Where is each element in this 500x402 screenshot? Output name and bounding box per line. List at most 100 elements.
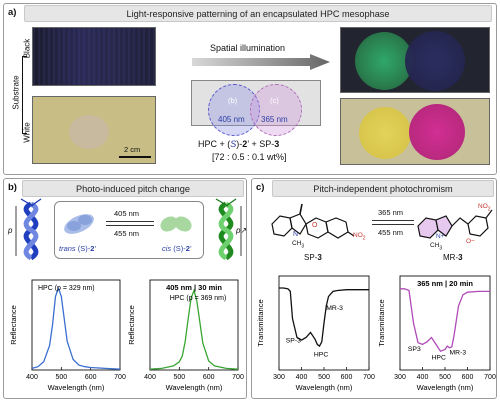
- x-tick-label: 600: [85, 374, 97, 381]
- x-tick-label: 500: [173, 374, 185, 381]
- nm-455-b: 455 nm: [114, 229, 140, 238]
- x-tick-label: 300: [394, 374, 406, 381]
- x-tick-label: 400: [417, 374, 429, 381]
- green-helix-icon: [215, 198, 242, 261]
- curve-label: MR-3: [450, 350, 467, 357]
- curve-label: SP-3: [286, 338, 301, 345]
- nm-405-label: 405 nm: [218, 115, 245, 124]
- panel-a-label: a): [8, 7, 17, 18]
- x-axis-label: Wavelength (nm): [166, 383, 223, 392]
- series-line: [400, 288, 490, 352]
- circle-c: [250, 84, 302, 136]
- x-axis-label: Wavelength (nm): [417, 383, 474, 392]
- sp3-no2: NO2: [353, 232, 366, 242]
- x-tick-label: 500: [439, 374, 451, 381]
- white-label: White: [22, 122, 32, 143]
- y-axis-label: Transmittance: [377, 299, 386, 346]
- mr3-structure-icon: [417, 209, 493, 239]
- panel-b-label: b): [8, 182, 17, 193]
- pitch-label-left: p: [8, 226, 13, 235]
- x-tick-label: 700: [363, 374, 375, 381]
- panel-c: [251, 178, 497, 399]
- curve-label: HPC: [314, 351, 328, 358]
- plot-frame: [31, 279, 121, 371]
- black-substrate-photo: [32, 27, 156, 86]
- black-label: Black: [22, 38, 32, 59]
- chart-annotation: HPC (p = 369 nm): [170, 295, 227, 302]
- series-line: [279, 287, 369, 348]
- panel-a-title: Light-responsive patterning of an encaps…: [24, 5, 492, 22]
- x-tick-label: 400: [144, 374, 156, 381]
- curve-label: SP3: [408, 346, 421, 353]
- sp3-label: SP-3: [304, 253, 322, 262]
- panel-b-title: Photo-induced pitch change: [22, 180, 244, 197]
- sp3-o-atom: O: [312, 222, 318, 229]
- mr3-no2: NO2: [478, 203, 491, 213]
- sp3-n-atom: N: [293, 231, 299, 238]
- panel-c-title: Pitch-independent photochromism: [272, 180, 494, 197]
- y-axis-label: Reflectance: [127, 305, 136, 345]
- chart-title: 365 nm | 20 min: [417, 279, 473, 288]
- mr3-nplus: N+: [436, 233, 445, 240]
- y-axis-label: Reflectance: [9, 305, 18, 345]
- illumination-label: Spatial illumination: [210, 43, 286, 53]
- x-tick-label: 400: [296, 374, 308, 381]
- y-axis-label: Transmittance: [256, 299, 265, 346]
- pitch-label-right: p↗: [236, 226, 248, 235]
- substrate-label: Substrate: [11, 75, 21, 110]
- x-tick-label: 500: [55, 374, 67, 381]
- switch-box: [54, 201, 204, 259]
- composition-formula: HPC + (S)-2’ + SP-3: [198, 139, 280, 149]
- arrow-forward-c-icon: [372, 220, 414, 221]
- x-tick-label: 400: [26, 374, 38, 381]
- curve-label: MR-3: [326, 305, 343, 312]
- substrate-bracket: [22, 56, 27, 134]
- series-line: [149, 288, 239, 370]
- cis-label: cis (S)-2’: [162, 244, 192, 253]
- trans-label: trans (S)-2’: [59, 244, 97, 253]
- sp3-ch3: CH3: [292, 240, 305, 250]
- x-axis-label: Wavelength (nm): [48, 383, 105, 392]
- circle-b-label: (b): [228, 96, 238, 105]
- x-tick-label: 300: [273, 374, 285, 381]
- sp3-structure-icon: [271, 203, 355, 239]
- blue-helix-icon: [15, 198, 42, 261]
- chart-annotation: HPC (p = 329 nm): [38, 285, 95, 292]
- mr3-ch3: CH3: [430, 242, 443, 252]
- cis-molecule-icon: [160, 216, 192, 232]
- circle-c-label: (c): [270, 96, 279, 105]
- mr3-ominus: O−: [466, 238, 475, 245]
- x-tick-label: 700: [484, 374, 496, 381]
- x-tick-label: 600: [203, 374, 215, 381]
- nm-365-c: 365 nm: [378, 208, 404, 217]
- patterned-white-photo: [340, 98, 490, 165]
- x-tick-label: 600: [462, 374, 474, 381]
- panel-c-label: c): [256, 182, 265, 193]
- nm-455-c: 455 nm: [378, 228, 404, 237]
- trans-molecule-icon: [64, 214, 94, 234]
- x-tick-label: 700: [114, 374, 126, 381]
- patterned-black-photo: [340, 27, 490, 93]
- white-substrate-photo: 2 cm: [32, 96, 156, 164]
- nm-405-b: 405 nm: [114, 209, 140, 218]
- scale-bar-label: 2 cm: [124, 145, 141, 154]
- plot-frame: [149, 279, 239, 371]
- arrow-back-icon: [106, 225, 154, 226]
- arrow-back-c-icon: [372, 224, 414, 225]
- x-axis-label: Wavelength (nm): [296, 383, 353, 392]
- curve-label: HPC: [432, 355, 446, 362]
- mr3-label: MR-3: [443, 253, 463, 262]
- x-tick-label: 500: [318, 374, 330, 381]
- composition-ratio: [72 : 0.5 : 0.1 wt%]: [212, 152, 287, 162]
- reflectance-chart-initial: 400 500 600 700 Wavelength (nm) Reflectance HP…: [9, 279, 126, 392]
- x-tick-label: 600: [341, 374, 353, 381]
- chart-title: 405 nm | 30 min: [166, 283, 222, 292]
- illumination-arrow: [192, 54, 330, 70]
- reflectance-chart-405nm: 400 500 600 700 Wavelength (nm) Reflectance 40…: [127, 279, 244, 392]
- series-line: [31, 286, 121, 370]
- transmittance-chart-365nm: 300 400 500 600 700 Wavelength (nm) Transmitta…: [377, 275, 496, 392]
- scale-bar: [119, 156, 151, 158]
- transmittance-chart-initial: 300 400 500 600 700 Wavelength (nm) Transmitta…: [256, 275, 375, 392]
- arrow-forward-icon: [106, 221, 154, 222]
- x-tick-label: 700: [232, 374, 244, 381]
